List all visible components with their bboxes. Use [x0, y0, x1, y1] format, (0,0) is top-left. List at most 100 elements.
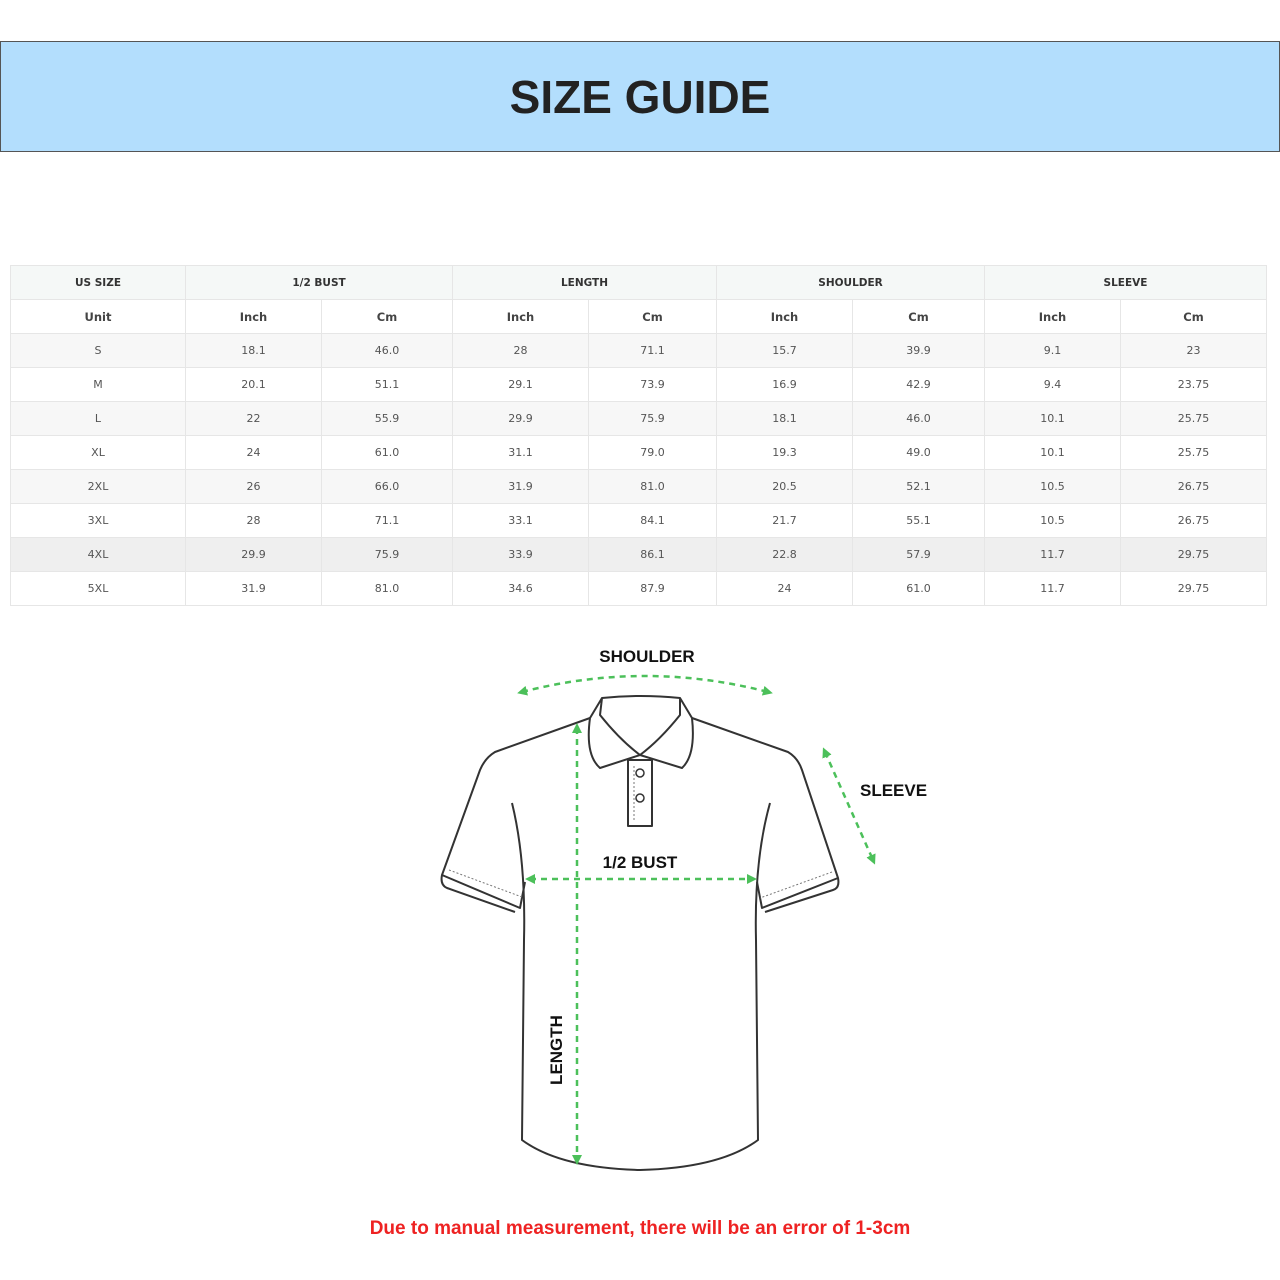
size-table: US SIZE 1/2 BUST LENGTH SHOULDER SLEEVE Unit I…: [10, 265, 1267, 606]
group-header: LENGTH: [452, 265, 717, 300]
value-cell: 25.75: [1120, 401, 1267, 436]
value-cell: 57.9: [852, 537, 985, 572]
size-cell: S: [10, 333, 186, 368]
value-cell: 26.75: [1120, 503, 1267, 538]
value-cell: 22.8: [716, 537, 853, 572]
table-row: 4XL 29.9 75.9 33.9 86.1 22.8 57.9 11.7 29.75: [10, 537, 1267, 572]
value-cell: 55.9: [321, 401, 453, 436]
value-cell: 49.0: [852, 435, 985, 470]
shirt-outline: [440, 695, 840, 1171]
value-cell: 52.1: [852, 469, 985, 504]
value-cell: 29.9: [185, 537, 322, 572]
value-cell: 31.9: [452, 469, 589, 504]
value-cell: 42.9: [852, 367, 985, 402]
value-cell: 61.0: [321, 435, 453, 470]
value-cell: 25.75: [1120, 435, 1267, 470]
value-cell: 29.1: [452, 367, 589, 402]
value-cell: 71.1: [321, 503, 453, 538]
value-cell: 46.0: [852, 401, 985, 436]
value-cell: 11.7: [984, 571, 1121, 606]
unit-header: Inch: [185, 299, 322, 334]
value-cell: 23.75: [1120, 367, 1267, 402]
value-cell: 61.0: [852, 571, 985, 606]
measurement-note: Due to manual measurement, there will be…: [369, 1218, 911, 1239]
header-row-groups: US SIZE 1/2 BUST LENGTH SHOULDER SLEEVE: [10, 265, 1267, 300]
value-cell: 10.1: [984, 401, 1121, 436]
value-cell: 9.4: [984, 367, 1121, 402]
value-cell: 10.5: [984, 469, 1121, 504]
value-cell: 33.9: [452, 537, 589, 572]
value-cell: 51.1: [321, 367, 453, 402]
value-cell: 66.0: [321, 469, 453, 504]
table-row: 2XL 26 66.0 31.9 81.0 20.5 52.1 10.5 26.75: [10, 469, 1267, 504]
size-cell: 4XL: [10, 537, 186, 572]
shirt-diagram: SHOULDER SLEEVE 1/2 BUST LENGTH: [440, 647, 927, 1171]
size-cell: 3XL: [10, 503, 186, 538]
bust-label: 1/2 BUST: [603, 853, 678, 872]
shoulder-arrow: [517, 674, 773, 696]
value-cell: 75.9: [321, 537, 453, 572]
value-cell: 10.1: [984, 435, 1121, 470]
table-row: M 20.1 51.1 29.1 73.9 16.9 42.9 9.4 23.75: [10, 367, 1267, 402]
group-header: US SIZE: [10, 265, 186, 300]
header-row-units: Unit Inch Cm Inch Cm Inch Cm Inch Cm: [10, 299, 1267, 334]
size-cell: L: [10, 401, 186, 436]
size-cell: XL: [10, 435, 186, 470]
value-cell: 23: [1120, 333, 1267, 368]
value-cell: 87.9: [588, 571, 717, 606]
value-cell: 26: [185, 469, 322, 504]
sleeve-arrow: [822, 747, 876, 865]
button-icon: [635, 768, 645, 778]
value-cell: 46.0: [321, 333, 453, 368]
value-cell: 20.5: [716, 469, 853, 504]
value-cell: 19.3: [716, 435, 853, 470]
value-cell: 11.7: [984, 537, 1121, 572]
value-cell: 15.7: [716, 333, 853, 368]
measure-arrows: [517, 674, 876, 1165]
shoulder-label: SHOULDER: [599, 647, 694, 666]
value-cell: 24: [716, 571, 853, 606]
unit-header: Inch: [452, 299, 589, 334]
table-row: 5XL 31.9 81.0 34.6 87.9 24 61.0 11.7 29.75: [10, 571, 1267, 606]
unit-header: Cm: [1120, 299, 1267, 334]
value-cell: 28: [452, 333, 589, 368]
table-row: XL 24 61.0 31.1 79.0 19.3 49.0 10.1 25.75: [10, 435, 1267, 470]
sleeve-label: SLEEVE: [860, 781, 927, 800]
unit-header: Unit: [10, 299, 186, 334]
value-cell: 18.1: [716, 401, 853, 436]
value-cell: 34.6: [452, 571, 589, 606]
value-cell: 81.0: [588, 469, 717, 504]
title-banner: SIZE GUIDE: [0, 41, 1280, 152]
value-cell: 10.5: [984, 503, 1121, 538]
size-cell: 5XL: [10, 571, 186, 606]
unit-header: Cm: [588, 299, 717, 334]
stitch-lines: [448, 766, 833, 899]
page-title: SIZE GUIDE: [509, 70, 771, 123]
value-cell: 20.1: [185, 367, 322, 402]
value-cell: 26.75: [1120, 469, 1267, 504]
value-cell: 29.9: [452, 401, 589, 436]
size-cell: M: [10, 367, 186, 402]
unit-header: Inch: [984, 299, 1121, 334]
value-cell: 73.9: [588, 367, 717, 402]
value-cell: 33.1: [452, 503, 589, 538]
table-row: S 18.1 46.0 28 71.1 15.7 39.9 9.1 23: [10, 333, 1267, 368]
group-header: SLEEVE: [984, 265, 1267, 300]
value-cell: 16.9: [716, 367, 853, 402]
value-cell: 18.1: [185, 333, 322, 368]
value-cell: 31.9: [185, 571, 322, 606]
length-label: LENGTH: [547, 1015, 566, 1085]
value-cell: 31.1: [452, 435, 589, 470]
group-header: SHOULDER: [716, 265, 985, 300]
value-cell: 81.0: [321, 571, 453, 606]
table-row: L 22 55.9 29.9 75.9 18.1 46.0 10.1 25.75: [10, 401, 1267, 436]
value-cell: 71.1: [588, 333, 717, 368]
value-cell: 9.1: [984, 333, 1121, 368]
value-cell: 21.7: [716, 503, 853, 538]
unit-header: Cm: [321, 299, 453, 334]
button-icon: [635, 793, 645, 803]
unit-header: Inch: [716, 299, 853, 334]
value-cell: 55.1: [852, 503, 985, 538]
size-cell: 2XL: [10, 469, 186, 504]
value-cell: 84.1: [588, 503, 717, 538]
